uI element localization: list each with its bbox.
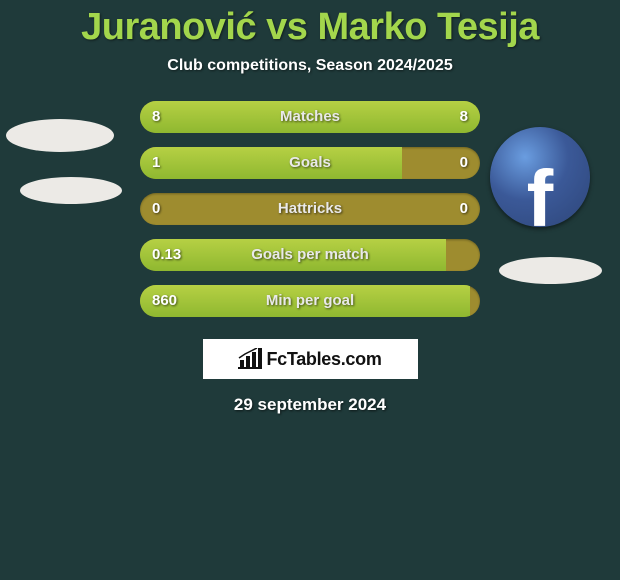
stat-row: 1Goals0 [140, 147, 480, 179]
stat-row: 860Min per goal [140, 285, 480, 317]
facebook-icon: f [527, 159, 554, 227]
brand-text: FcTables.com [266, 349, 381, 370]
stat-label: Goals per match [140, 239, 480, 271]
bar-chart-icon [238, 348, 262, 370]
date-label: 29 september 2024 [0, 395, 620, 415]
stat-value-right: 0 [460, 193, 468, 225]
stat-value-right: 8 [460, 101, 468, 133]
stat-value-right: 0 [460, 147, 468, 179]
page-title: Juranović vs Marko Tesija [0, 0, 620, 49]
ellipse-placeholder [6, 119, 114, 152]
facebook-share-button[interactable]: f [490, 127, 590, 227]
ellipse-placeholder [20, 177, 122, 204]
stat-row: 8Matches8 [140, 101, 480, 133]
stat-label: Matches [140, 101, 480, 133]
stats-container: 8Matches81Goals00Hattricks00.13Goals per… [140, 101, 480, 317]
stat-row: 0Hattricks0 [140, 193, 480, 225]
brand-badge[interactable]: FcTables.com [203, 339, 418, 379]
stat-label: Goals [140, 147, 480, 179]
stat-label: Hattricks [140, 193, 480, 225]
stat-row: 0.13Goals per match [140, 239, 480, 271]
subtitle: Club competitions, Season 2024/2025 [0, 57, 620, 75]
stat-label: Min per goal [140, 285, 480, 317]
ellipse-placeholder [499, 257, 602, 284]
